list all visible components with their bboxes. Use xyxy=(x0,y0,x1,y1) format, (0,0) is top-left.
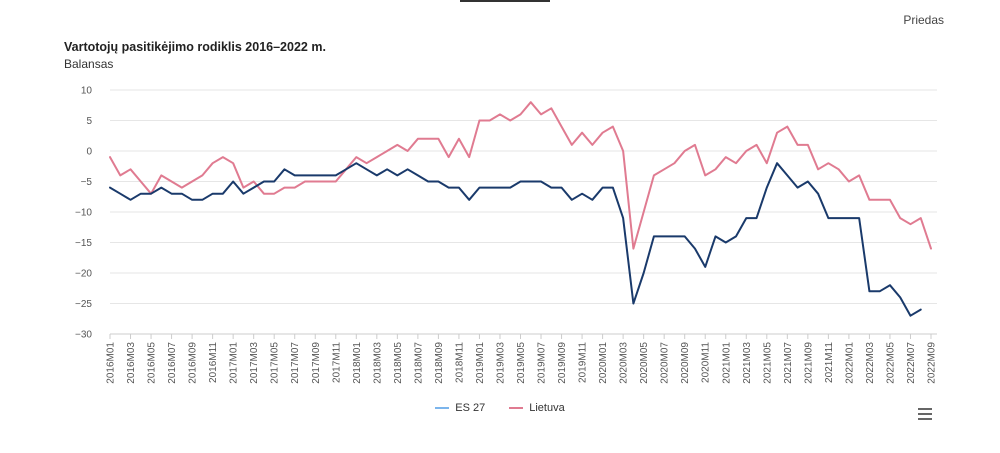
x-tick-label: 2020M03 xyxy=(619,342,630,384)
x-tick-label: 2017M05 xyxy=(270,342,281,384)
legend-swatch-lietuva xyxy=(509,407,524,409)
legend: ES 27 Lietuva xyxy=(0,402,1000,414)
grid-layer xyxy=(110,89,937,335)
legend-swatch-es27 xyxy=(435,407,450,409)
x-tick-label: 2016M01 xyxy=(106,342,117,384)
x-tick-label: 2017M03 xyxy=(249,342,260,384)
x-tick-label: 2021M07 xyxy=(783,342,794,384)
x-tick-label: 2018M07 xyxy=(413,342,424,384)
x-tick-label: 2020M05 xyxy=(639,342,650,384)
x-tick-label: 2020M07 xyxy=(660,342,671,384)
x-tick-label: 2016M05 xyxy=(147,342,158,384)
x-tick-label: 2021M11 xyxy=(824,342,835,383)
x-tick-label: 2021M09 xyxy=(803,342,814,384)
legend-label-es27: ES 27 xyxy=(455,402,486,414)
x-tick-label: 2017M01 xyxy=(229,342,240,384)
x-tick-label: 2016M03 xyxy=(126,342,137,384)
x-tick-label: 2021M01 xyxy=(721,342,732,384)
y-tick-label: −25 xyxy=(75,299,92,310)
x-tick-label: 2017M07 xyxy=(290,342,301,384)
legend-label-lietuva: Lietuva xyxy=(529,402,565,414)
x-tick-label: 2018M01 xyxy=(352,342,363,384)
y-tick-label: −15 xyxy=(75,238,92,249)
x-tick-label: 2019M05 xyxy=(516,342,527,384)
legend-item-lietuva[interactable]: Lietuva xyxy=(509,402,565,414)
x-tick-label: 2017M09 xyxy=(311,342,322,384)
x-tick-label: 2019M11 xyxy=(578,342,589,383)
x-tick-label: 2018M11 xyxy=(454,342,465,383)
hamburger-menu-icon[interactable] xyxy=(918,408,932,420)
x-tick-label: 2018M03 xyxy=(372,342,383,384)
x-tick-label: 2020M09 xyxy=(680,342,691,384)
y-axis: 10 5 0 −5 −10 −15 −20 −25 −30 xyxy=(75,86,92,341)
x-tick-label: 2022M09 xyxy=(927,342,938,384)
x-tick-label: 2018M09 xyxy=(434,342,445,384)
x-tick-label: 2020M11 xyxy=(701,342,712,383)
y-tick-label: 10 xyxy=(81,86,93,97)
x-tick-label: 2019M09 xyxy=(557,342,568,384)
x-tick-label: 2022M03 xyxy=(865,342,876,384)
x-tick-label: 2022M01 xyxy=(844,342,855,384)
series-layer xyxy=(109,101,932,317)
y-tick-label: −30 xyxy=(75,330,92,341)
x-tick-label: 2016M11 xyxy=(208,342,219,383)
x-tick-label: 2019M03 xyxy=(495,342,506,384)
appendix-label: Priedas xyxy=(903,13,944,27)
x-tick-label: 2019M07 xyxy=(537,342,548,384)
y-tick-label: −20 xyxy=(75,269,92,280)
y-tick-label: −10 xyxy=(75,208,92,219)
x-tick-label: 2018M05 xyxy=(393,342,404,384)
y-tick-label: 5 xyxy=(86,116,92,127)
x-tick-label: 2016M07 xyxy=(167,342,178,384)
y-tick-label: 0 xyxy=(86,147,92,158)
chart-title: Vartotojų pasitikėjimo rodiklis 2016–202… xyxy=(64,40,326,54)
series-line-lietuva[interactable] xyxy=(109,101,932,250)
top-rule xyxy=(460,0,550,2)
x-tick-label: 2022M05 xyxy=(885,342,896,384)
x-tick-label: 2019M01 xyxy=(475,342,486,384)
x-tick-label: 2017M11 xyxy=(331,342,342,383)
series-line-es27[interactable] xyxy=(109,162,922,317)
legend-item-es27[interactable]: ES 27 xyxy=(435,402,485,414)
x-tick-label: 2021M03 xyxy=(742,342,753,384)
x-tick-label: 2016M09 xyxy=(188,342,199,384)
y-tick-label: −5 xyxy=(81,177,93,188)
x-tick-label: 2022M07 xyxy=(906,342,917,384)
x-axis: 2016M01 2016M03 2016M05 2016M07 2016M09 2016M… xyxy=(106,333,938,384)
x-tick-label: 2020M01 xyxy=(598,342,609,384)
y-axis-title: Balansas xyxy=(64,57,114,71)
x-tick-label: 2021M05 xyxy=(762,342,773,384)
